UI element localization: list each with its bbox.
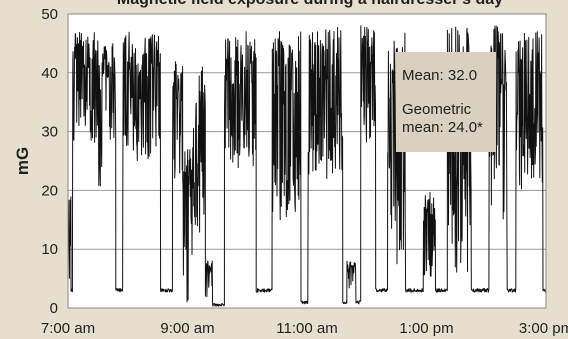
x-tick-label: 11:00 am: [276, 320, 337, 337]
y-tick-labels: 0 10 20 30 40 50: [41, 6, 58, 317]
y-tick-label: 20: [41, 182, 58, 199]
x-tick-label: 1:00 pm: [399, 320, 453, 337]
x-tick-label: 9:00 am: [160, 320, 214, 337]
annotation-geo-line1: Geometric: [402, 101, 472, 118]
stats-annotation: Mean: 32.0 Geometric mean: 24.0*: [396, 52, 496, 152]
y-tick-label: 40: [41, 65, 58, 82]
chart-title: Magnetic field exposure during a hairdre…: [117, 0, 503, 8]
y-axis-label: mG: [13, 147, 32, 175]
y-tick-label: 10: [41, 241, 58, 258]
annotation-mean: Mean: 32.0: [402, 67, 477, 84]
y-tick-label: 50: [41, 6, 58, 23]
y-tick-label: 30: [41, 124, 58, 141]
annotation-geo-line2: mean: 24.0*: [402, 119, 483, 136]
y-tick-label: 0: [50, 300, 58, 317]
x-tick-labels: 7:00 am 9:00 am 11:00 am 1:00 pm 3:00 pm: [41, 320, 568, 337]
x-tick-label: 7:00 am: [41, 320, 95, 337]
x-tick-label: 3:00 pm: [519, 320, 568, 337]
